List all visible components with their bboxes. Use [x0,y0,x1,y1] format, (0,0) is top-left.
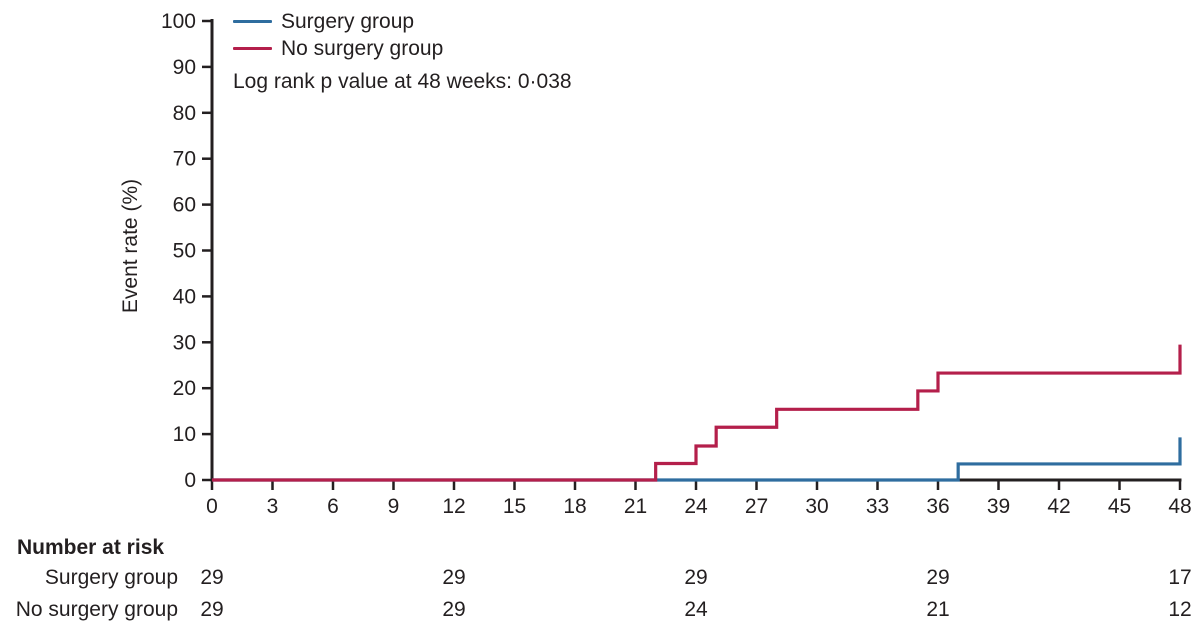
risk-value: 29 [684,566,708,589]
x-tick-label: 30 [805,495,828,518]
legend-label-surgery: Surgery group [281,9,415,33]
x-tick-label: 27 [745,495,768,518]
x-tick-label: 0 [206,495,218,518]
x-tick-label: 21 [624,495,647,518]
y-tick-label: 60 [173,194,196,217]
risk-value: 29 [442,598,466,621]
risk-value: 29 [200,598,224,621]
legend-item-surgery: Surgery group [233,8,443,35]
x-tick-label: 45 [1108,495,1131,518]
series-path-surgery-group [212,437,1182,482]
risk-table-title: Number at risk [17,536,165,559]
risk-value: 29 [442,566,466,589]
risk-value: 24 [684,598,708,621]
x-tick-label: 15 [503,495,526,518]
risk-row-label-surgery: Surgery group [44,566,178,589]
y-tick-label: 20 [173,377,196,400]
y-tick-label: 80 [173,102,196,125]
y-tick-label: 100 [161,10,196,33]
risk-value: 29 [926,566,950,589]
x-tick-label: 33 [866,495,889,518]
y-tick-label: 30 [173,331,196,354]
y-tick-label: 40 [173,285,196,308]
x-tick-label: 6 [327,495,339,518]
risk-value: 21 [926,598,950,621]
risk-value: 29 [200,566,224,589]
x-tick-label: 39 [987,495,1010,518]
x-tick-label: 12 [442,495,465,518]
x-tick-label: 3 [267,495,279,518]
y-tick-label: 10 [173,423,196,446]
risk-value: 17 [1168,566,1192,589]
x-tick-label: 48 [1168,495,1191,518]
log-rank-annotation: Log rank p value at 48 weeks: 0·038 [233,70,572,93]
series-path-no-surgery-group [212,344,1182,482]
risk-value: 12 [1168,598,1192,621]
y-tick-label: 90 [173,56,196,79]
x-tick-label: 9 [388,495,400,518]
chart-legend: Surgery group No surgery group [233,8,443,62]
legend-line-no-surgery-icon [233,46,272,51]
y-axis-title: Event rate (%) [119,178,142,314]
legend-line-surgery-icon [233,19,272,24]
x-tick-label: 18 [563,495,586,518]
x-tick-label: 36 [926,495,949,518]
y-tick-label: 70 [173,148,196,171]
y-tick-label: 0 [184,469,196,492]
x-tick-label: 24 [684,495,708,518]
x-tick-label: 42 [1047,495,1070,518]
risk-row-label-no-surgery: No surgery group [15,598,178,621]
legend-label-no-surgery: No surgery group [281,36,444,60]
y-tick-label: 50 [173,240,196,263]
legend-item-no-surgery: No surgery group [233,35,443,62]
